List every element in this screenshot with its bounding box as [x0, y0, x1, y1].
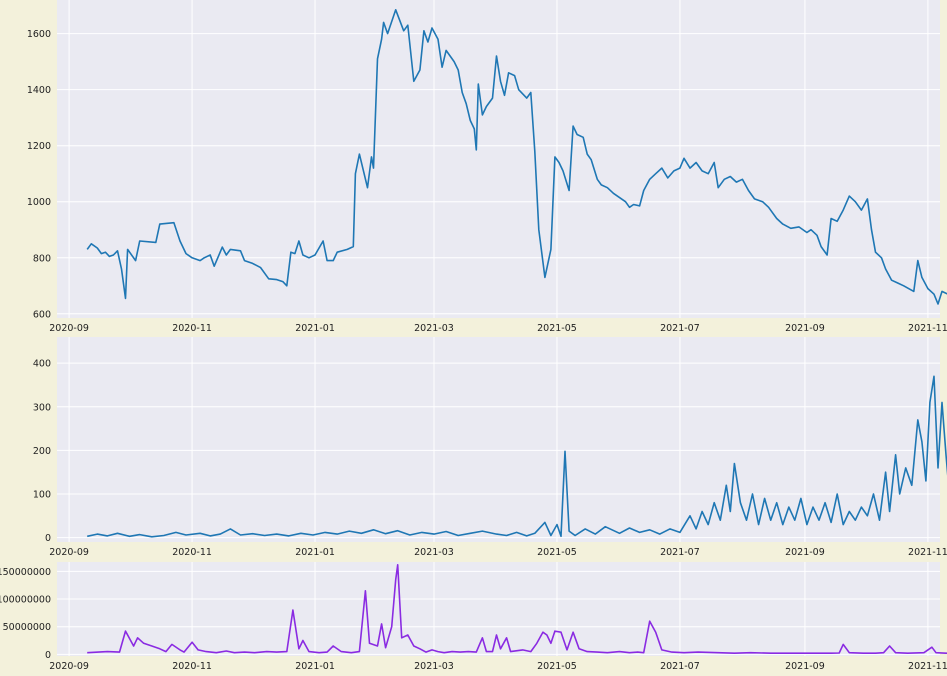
x-tick-label: 2021-03 — [414, 547, 454, 558]
x-tick-label: 2021-05 — [537, 661, 577, 672]
y-tick-label: 1400 — [27, 85, 51, 96]
y-tick-label: 1200 — [27, 141, 51, 152]
x-tick-label: 2021-01 — [295, 661, 335, 672]
y-tick-label: 600 — [33, 309, 51, 320]
plot-area — [57, 0, 940, 318]
y-tick-label: 0 — [45, 533, 51, 544]
y-tick-label: 0 — [45, 650, 51, 661]
y-tick-label: 400 — [33, 359, 51, 370]
x-tick-label: 2021-03 — [414, 661, 454, 672]
x-tick-label: 2021-09 — [785, 661, 825, 672]
y-tick-label: 50000000 — [3, 622, 51, 633]
x-tick-label: 2021-03 — [414, 323, 454, 334]
panel-middle: 2020-09 2020-11 2021-01 2021-03 2021-05 2021-… — [33, 337, 947, 558]
y-tick-label: 1600 — [27, 29, 51, 40]
y-tick-label: 800 — [33, 253, 51, 264]
y-tick-label: 1000 — [27, 197, 51, 208]
x-tick-label: 2021-11 — [908, 547, 947, 558]
x-tick-label: 2020-09 — [49, 661, 89, 672]
x-tick-label: 2020-11 — [172, 661, 212, 672]
x-tick-label: 2021-05 — [537, 323, 577, 334]
x-tick-label: 2021-01 — [295, 323, 335, 334]
x-tick-label: 2021-09 — [785, 547, 825, 558]
plot-area — [57, 337, 940, 542]
x-tick-label: 2021-07 — [660, 323, 700, 334]
x-tick-label: 2021-07 — [660, 547, 700, 558]
x-tick-label: 2021-09 — [785, 323, 825, 334]
x-tick-label: 2020-11 — [172, 547, 212, 558]
x-tick-label: 2020-09 — [49, 547, 89, 558]
y-tick-label: 100 — [33, 490, 51, 501]
series-line — [86, 9, 947, 305]
y-tick-label: 300 — [33, 402, 51, 413]
x-tick-label: 2021-11 — [908, 661, 947, 672]
x-tick-label: 2021-11 — [908, 323, 947, 334]
y-tick-label: 200 — [33, 446, 51, 457]
panel-volume: 2020-09 2020-11 2021-01 2021-03 2021-05 2021-… — [0, 562, 947, 672]
x-tick-label: 2021-01 — [295, 547, 335, 558]
panel-price: 2020-09 2020-11 2021-01 2021-03 2021-05 2021-… — [27, 0, 947, 334]
series-line — [87, 564, 947, 654]
x-tick-label: 2020-09 — [49, 323, 89, 334]
x-tick-label: 2021-07 — [660, 661, 700, 672]
y-tick-label: 150000000 — [0, 567, 51, 578]
x-tick-label: 2021-05 — [537, 547, 577, 558]
y-tick-label: 100000000 — [0, 595, 51, 606]
x-tick-label: 2020-11 — [172, 323, 212, 334]
series-line — [87, 375, 947, 538]
